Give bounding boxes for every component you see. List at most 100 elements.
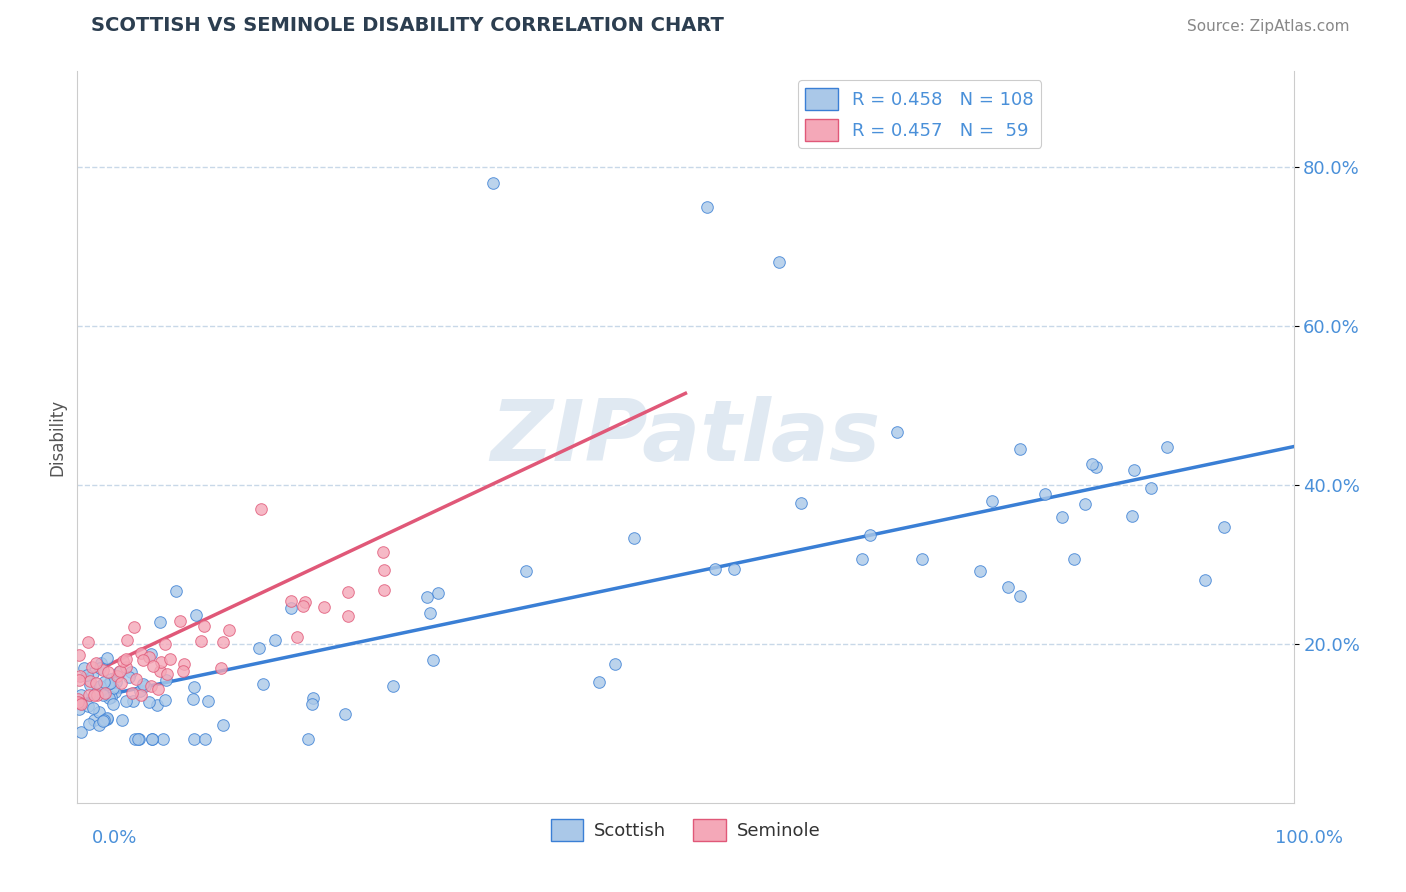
- Point: [107, 665, 129, 680]
- Point: [120, 665, 142, 680]
- Point: [76, 635, 98, 649]
- Point: [139, 647, 162, 661]
- Point: [193, 618, 215, 632]
- Point: [190, 634, 212, 648]
- Point: [91, 664, 114, 678]
- Point: [481, 176, 503, 190]
- Point: [66, 691, 89, 706]
- Point: [118, 671, 141, 685]
- Point: [96, 712, 118, 726]
- Point: [83, 713, 105, 727]
- Point: [291, 599, 314, 613]
- Point: [141, 732, 163, 747]
- Point: [142, 659, 165, 673]
- Point: [1010, 442, 1032, 457]
- Point: [285, 630, 308, 644]
- Point: [851, 552, 873, 566]
- Point: [155, 693, 177, 707]
- Point: [69, 668, 91, 682]
- Point: [70, 688, 93, 702]
- Point: [997, 580, 1019, 594]
- Point: [141, 732, 163, 747]
- Point: [111, 714, 134, 728]
- Point: [218, 623, 240, 637]
- Point: [1156, 440, 1178, 454]
- Point: [132, 653, 155, 667]
- Point: [94, 686, 117, 700]
- Point: [1050, 509, 1073, 524]
- Point: [141, 679, 163, 693]
- Point: [149, 665, 172, 679]
- Point: [588, 674, 610, 689]
- Legend: Scottish, Seminole: Scottish, Seminole: [543, 812, 828, 848]
- Point: [169, 615, 191, 629]
- Text: SCOTTISH VS SEMINOLE DISABILITY CORRELATION CHART: SCOTTISH VS SEMINOLE DISABILITY CORRELAT…: [91, 16, 724, 35]
- Point: [77, 698, 100, 713]
- Point: [302, 690, 325, 705]
- Point: [115, 693, 138, 707]
- Point: [97, 677, 120, 691]
- Point: [103, 681, 125, 695]
- Point: [155, 636, 177, 650]
- Point: [1033, 487, 1056, 501]
- Point: [82, 700, 104, 714]
- Text: ZIPatlas: ZIPatlas: [491, 395, 880, 479]
- Point: [426, 586, 449, 600]
- Point: [789, 495, 811, 509]
- Point: [1073, 497, 1095, 511]
- Point: [121, 694, 143, 708]
- Point: [117, 632, 139, 647]
- Point: [768, 255, 790, 269]
- Point: [76, 668, 98, 682]
- Point: [1121, 509, 1143, 524]
- Point: [1140, 481, 1163, 495]
- Point: [1213, 520, 1236, 534]
- Point: [121, 686, 143, 700]
- Point: [73, 661, 96, 675]
- Point: [415, 591, 437, 605]
- Point: [114, 660, 136, 674]
- Text: 100.0%: 100.0%: [1275, 829, 1343, 847]
- Point: [97, 665, 120, 680]
- Point: [312, 599, 335, 614]
- Point: [93, 714, 115, 728]
- Point: [280, 594, 302, 608]
- Point: [373, 563, 395, 577]
- Point: [69, 697, 91, 711]
- Point: [125, 672, 148, 686]
- Point: [165, 584, 187, 599]
- Point: [149, 615, 172, 630]
- Point: [93, 675, 115, 690]
- Point: [82, 666, 104, 681]
- Point: [69, 697, 91, 711]
- Point: [249, 640, 271, 655]
- Point: [333, 706, 356, 721]
- Point: [1080, 457, 1102, 471]
- Point: [1085, 459, 1108, 474]
- Point: [969, 564, 991, 578]
- Point: [209, 661, 232, 675]
- Point: [82, 660, 104, 674]
- Point: [89, 679, 111, 693]
- Point: [97, 691, 120, 706]
- Point: [152, 732, 174, 747]
- Point: [212, 635, 235, 649]
- Point: [132, 677, 155, 691]
- Point: [110, 676, 132, 690]
- Point: [91, 688, 114, 702]
- Point: [84, 686, 107, 700]
- Point: [148, 681, 170, 696]
- Point: [89, 661, 111, 675]
- Point: [66, 694, 89, 708]
- Point: [93, 713, 115, 727]
- Point: [156, 667, 179, 681]
- Point: [859, 528, 882, 542]
- Point: [131, 646, 153, 660]
- Point: [96, 651, 118, 665]
- Point: [704, 562, 727, 576]
- Point: [70, 725, 93, 739]
- Point: [155, 673, 177, 687]
- Point: [86, 688, 108, 702]
- Point: [124, 732, 146, 747]
- Point: [98, 676, 121, 690]
